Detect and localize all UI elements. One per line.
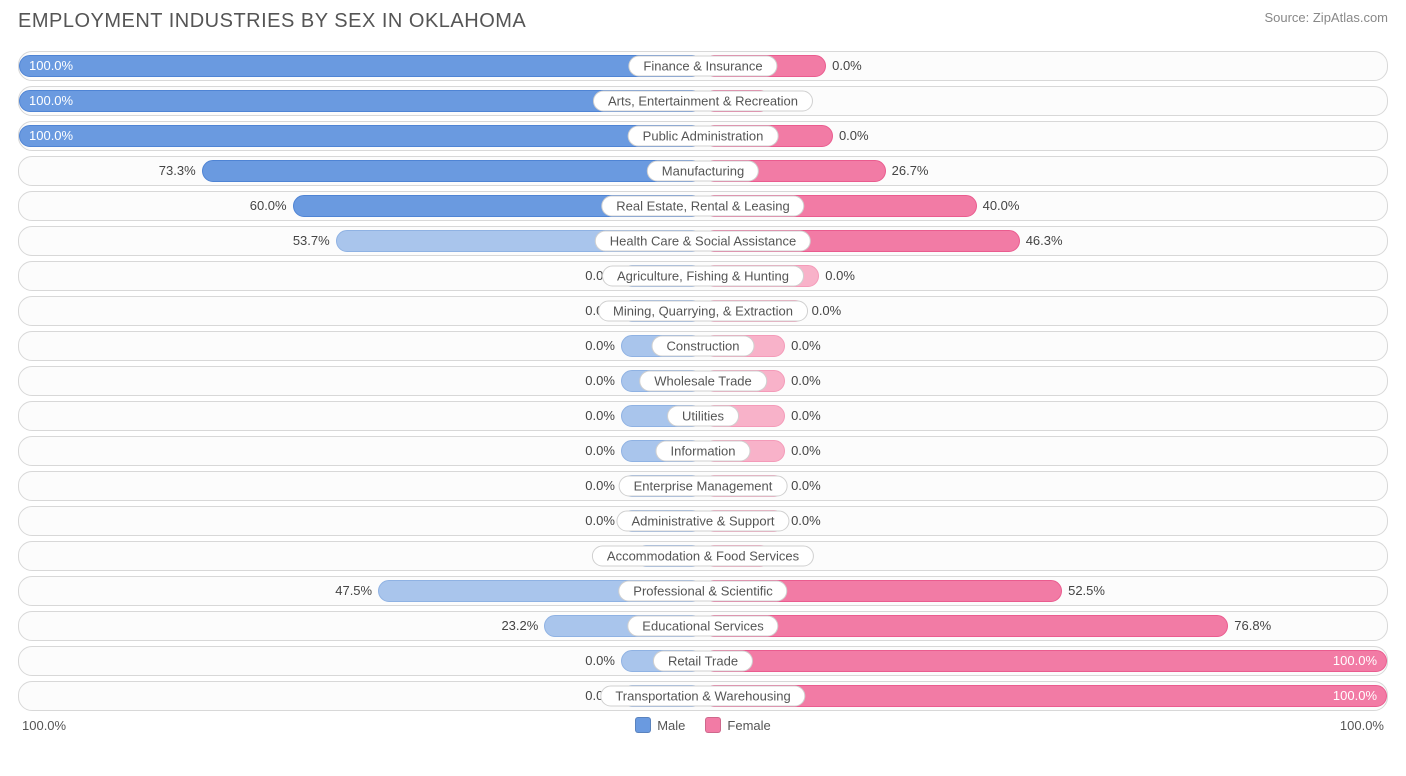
category-label: Retail Trade <box>653 651 753 672</box>
legend-female-label: Female <box>727 718 770 733</box>
category-label: Construction <box>652 336 755 357</box>
male-bar <box>19 55 703 77</box>
legend-female: Female <box>705 717 770 733</box>
female-value: 0.0% <box>791 507 821 535</box>
legend-male: Male <box>635 717 685 733</box>
category-label: Administrative & Support <box>616 511 789 532</box>
chart-row: 73.3% 26.7% Manufacturing <box>18 156 1388 186</box>
chart-row: 0.0% 100.0% Retail Trade <box>18 646 1388 676</box>
male-value: 100.0% <box>29 52 73 80</box>
female-value: 26.7% <box>892 157 929 185</box>
chart-row: 0.0% 0.0% Construction <box>18 331 1388 361</box>
female-value: 52.5% <box>1068 577 1105 605</box>
female-swatch-icon <box>705 717 721 733</box>
female-bar <box>703 615 1228 637</box>
chart-row: 0.0%0.0%Mining, Quarrying, & Extraction <box>18 296 1388 326</box>
category-label: Public Administration <box>628 126 779 147</box>
female-bar <box>703 685 1387 707</box>
male-bar <box>19 125 703 147</box>
category-label: Transportation & Warehousing <box>600 686 805 707</box>
chart-row: 0.0% 0.0% Wholesale Trade <box>18 366 1388 396</box>
male-value: 100.0% <box>29 122 73 150</box>
chart-row: 100.0% 0.0% Public Administration <box>18 121 1388 151</box>
female-value: 0.0% <box>791 367 821 395</box>
female-bar <box>703 650 1387 672</box>
female-value: 0.0% <box>812 297 842 325</box>
category-label: Manufacturing <box>647 161 759 182</box>
male-value: 73.3% <box>159 157 196 185</box>
category-label: Professional & Scientific <box>618 581 787 602</box>
male-value: 0.0% <box>585 437 615 465</box>
chart-row: 23.2% 76.8% Educational Services <box>18 611 1388 641</box>
chart-row: 60.0% 40.0% Real Estate, Rental & Leasing <box>18 191 1388 221</box>
category-label: Information <box>655 441 750 462</box>
female-value: 100.0% <box>1333 682 1377 710</box>
legend: Male Female <box>635 717 771 733</box>
male-value: 0.0% <box>585 647 615 675</box>
male-value: 0.0% <box>585 402 615 430</box>
category-label: Arts, Entertainment & Recreation <box>593 91 813 112</box>
female-value: 76.8% <box>1234 612 1271 640</box>
category-label: Utilities <box>667 406 739 427</box>
male-value: 0.0% <box>585 472 615 500</box>
female-value: 40.0% <box>983 192 1020 220</box>
male-value: 0.0% <box>585 507 615 535</box>
male-swatch-icon <box>635 717 651 733</box>
chart-row: 0.0% 0.0% Information <box>18 436 1388 466</box>
chart-row: 100.0% 0.0% Finance & Insurance <box>18 51 1388 81</box>
male-value: 47.5% <box>335 577 372 605</box>
category-label: Wholesale Trade <box>639 371 767 392</box>
axis-row: 100.0% Male Female 100.0% <box>18 717 1388 733</box>
female-value: 0.0% <box>791 332 821 360</box>
category-label: Agriculture, Fishing & Hunting <box>602 266 804 287</box>
chart-row: 0.0%0.0%Agriculture, Fishing & Hunting <box>18 261 1388 291</box>
category-label: Educational Services <box>627 616 778 637</box>
chart-area: 100.0%0.0%Finance & Insurance100.0%0.0%A… <box>18 51 1388 711</box>
female-value: 0.0% <box>832 52 862 80</box>
male-value: 100.0% <box>29 87 73 115</box>
category-label: Accommodation & Food Services <box>592 546 814 567</box>
legend-male-label: Male <box>657 718 685 733</box>
male-bar <box>202 160 703 182</box>
chart-row: 0.0%100.0%Transportation & Warehousing <box>18 681 1388 711</box>
male-value: 0.0% <box>585 332 615 360</box>
male-value: 0.0% <box>585 367 615 395</box>
chart-row: 0.0% 0.0%Enterprise Management <box>18 471 1388 501</box>
category-label: Real Estate, Rental & Leasing <box>601 196 804 217</box>
female-value: 46.3% <box>1026 227 1063 255</box>
chart-row: 0.0% 0.0% Utilities <box>18 401 1388 431</box>
female-value: 0.0% <box>791 402 821 430</box>
female-value: 0.0% <box>839 122 869 150</box>
male-value: 53.7% <box>293 227 330 255</box>
chart-row: 53.7% 46.3% Health Care & Social Assistanc… <box>18 226 1388 256</box>
category-label: Mining, Quarrying, & Extraction <box>598 301 808 322</box>
axis-left-label: 100.0% <box>22 718 66 733</box>
female-value: 0.0% <box>791 437 821 465</box>
female-value: 0.0% <box>791 472 821 500</box>
axis-right-label: 100.0% <box>1340 718 1384 733</box>
chart-row: 0.0%0.0%Accommodation & Food Services <box>18 541 1388 571</box>
chart-row: 47.5% 52.5% Professional & Scientific <box>18 576 1388 606</box>
chart-title: EMPLOYMENT INDUSTRIES BY SEX IN OKLAHOMA <box>18 10 526 33</box>
chart-row: 0.0% 0.0%Administrative & Support <box>18 506 1388 536</box>
category-label: Finance & Insurance <box>628 56 777 77</box>
category-label: Health Care & Social Assistance <box>595 231 811 252</box>
category-label: Enterprise Management <box>619 476 788 497</box>
chart-source: Source: ZipAtlas.com <box>1264 10 1388 25</box>
female-value: 0.0% <box>825 262 855 290</box>
male-value: 60.0% <box>250 192 287 220</box>
male-value: 23.2% <box>501 612 538 640</box>
female-value: 100.0% <box>1333 647 1377 675</box>
chart-row: 100.0%0.0%Arts, Entertainment & Recreati… <box>18 86 1388 116</box>
